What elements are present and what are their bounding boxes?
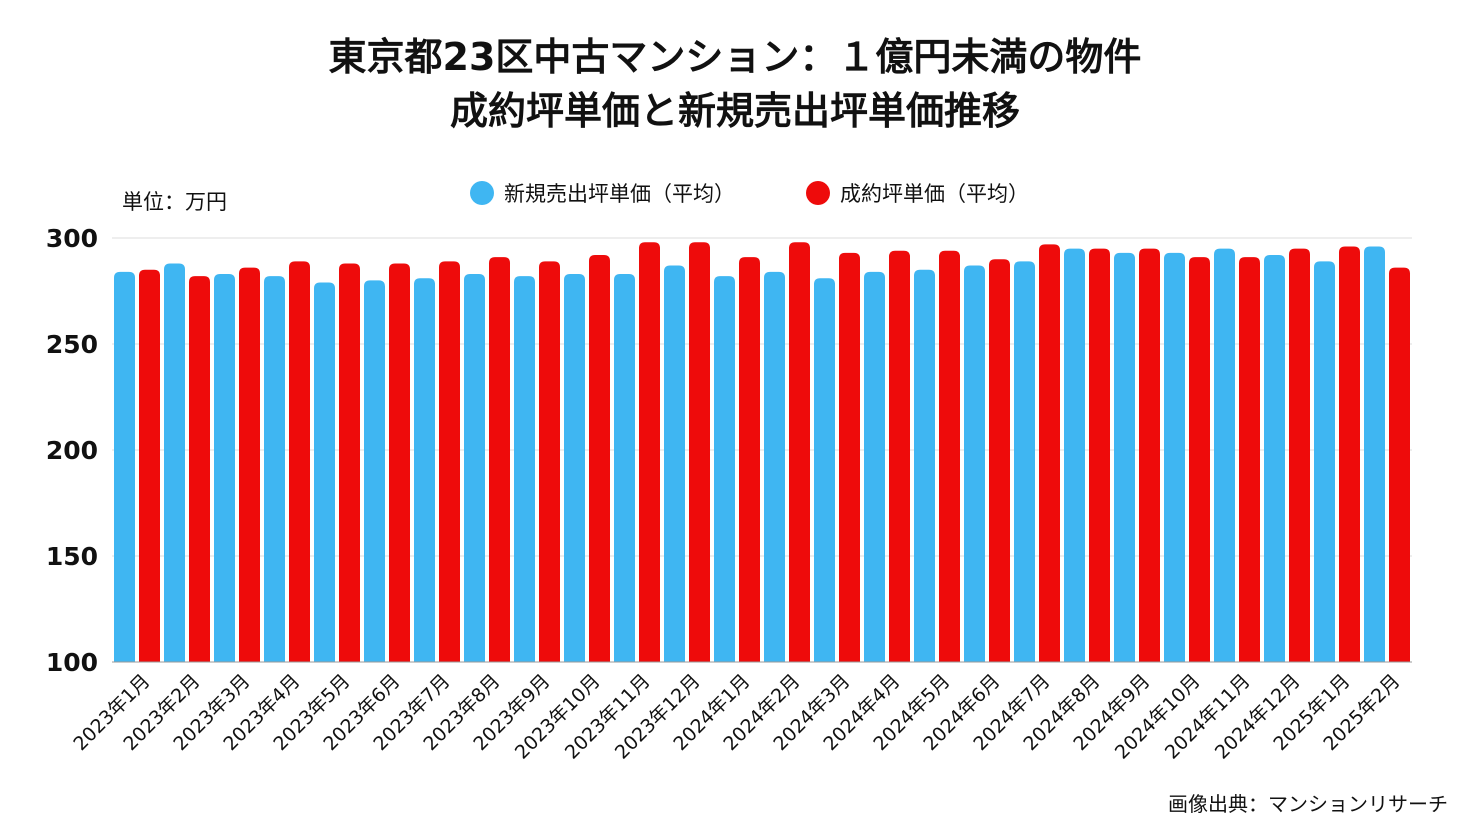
bar-new-listing	[414, 278, 435, 662]
bar-contract	[189, 276, 210, 662]
source-credit: 画像出典：マンションリサーチ	[1168, 792, 1448, 816]
bar-contract	[1289, 248, 1310, 662]
bar-new-listing	[914, 269, 935, 662]
bar-new-listing	[1164, 252, 1185, 662]
bar-contract	[539, 261, 560, 662]
legend-marker-new-listing	[470, 181, 494, 205]
bar-contract	[739, 257, 760, 662]
bar-new-listing	[814, 278, 835, 662]
bar-contract	[1139, 248, 1160, 662]
bar-contract	[1039, 244, 1060, 663]
bar-contract	[939, 250, 960, 662]
bar-contract	[389, 263, 410, 662]
legend-label-contract: 成約坪単価（平均）	[840, 182, 1029, 206]
unit-label: 単位：万円	[122, 190, 227, 214]
bar-new-listing	[264, 276, 285, 662]
bar-new-listing	[1114, 252, 1135, 662]
bar-new-listing	[764, 271, 785, 662]
bar-new-listing	[114, 271, 135, 662]
bar-contract	[439, 261, 460, 662]
bar-new-listing	[614, 274, 635, 662]
bar-new-listing	[1064, 248, 1085, 662]
bar-contract	[339, 263, 360, 662]
bar-contract	[889, 250, 910, 662]
bar-new-listing	[164, 263, 185, 662]
bar-new-listing	[214, 274, 235, 662]
bar-contract	[789, 242, 810, 663]
bar-new-listing	[1314, 261, 1335, 662]
y-tick-label: 250	[46, 330, 98, 359]
y-tick-label: 200	[46, 436, 98, 465]
bar-contract	[989, 259, 1010, 662]
bar-contract	[1239, 257, 1260, 662]
bar-new-listing	[1014, 261, 1035, 662]
bar-new-listing	[864, 271, 885, 662]
bar-new-listing	[664, 265, 685, 662]
bar-contract	[839, 252, 860, 662]
bar-new-listing	[564, 274, 585, 662]
y-tick-label: 100	[46, 648, 98, 677]
bar-contract	[589, 254, 610, 662]
bar-new-listing	[964, 265, 985, 662]
bar-contract	[689, 242, 710, 663]
bar-new-listing	[1364, 246, 1385, 663]
bar-contract	[289, 261, 310, 662]
chart-title-line1: 東京都23区中古マンション：１億円未満の物件	[328, 35, 1142, 79]
bar-contract	[639, 242, 660, 663]
bar-contract	[1339, 246, 1360, 663]
legend-label-new-listing: 新規売出坪単価（平均）	[504, 182, 735, 206]
bar-contract	[1389, 267, 1410, 662]
legend-item-contract: 成約坪単価（平均）	[806, 178, 1029, 208]
bar-contract	[239, 267, 260, 662]
bar-contract	[139, 269, 160, 662]
bar-contract	[1089, 248, 1110, 662]
y-tick-label: 150	[46, 542, 98, 571]
bar-new-listing	[314, 282, 335, 662]
bar-contract	[489, 257, 510, 662]
y-tick-label: 300	[46, 224, 98, 253]
legend-marker-contract	[806, 181, 830, 205]
bar-new-listing	[714, 276, 735, 662]
bar-new-listing	[514, 276, 535, 662]
legend-item-new-listing: 新規売出坪単価（平均）	[470, 178, 735, 208]
bar-new-listing	[464, 274, 485, 662]
chart-title-line2: 成約坪単価と新規売出坪単価推移	[449, 89, 1020, 133]
bar-contract	[1189, 257, 1210, 662]
bar-new-listing	[364, 280, 385, 662]
bar-new-listing	[1264, 254, 1285, 662]
bar-new-listing	[1214, 248, 1235, 662]
